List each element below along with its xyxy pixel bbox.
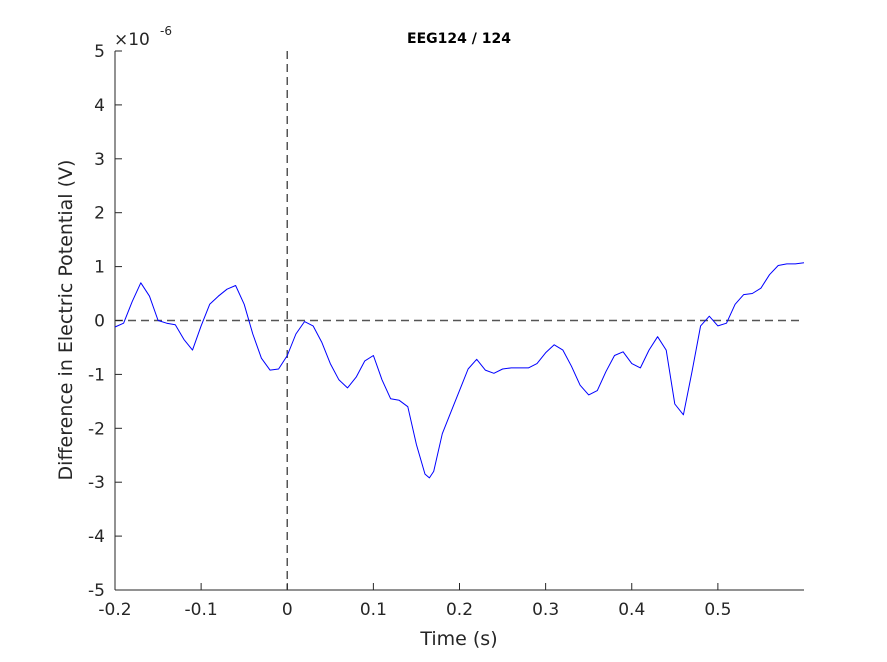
y-exponent-base: ×10 [114,30,150,50]
x-tick-label: 0.2 [446,600,473,620]
y-tick-label: 2 [94,204,105,224]
x-ticks: -0.2 -0.1 0 0.1 0.2 0.3 0.4 0.5 [98,583,731,620]
x-tick-label: -0.2 [98,600,131,620]
y-tick-label: 3 [94,150,105,170]
y-tick-label: 5 [94,42,105,62]
x-tick-label: 0 [282,600,293,620]
y-exponent-power: -6 [160,24,172,38]
x-tick-label: -0.1 [185,600,218,620]
y-tick-label: 4 [94,96,105,116]
plot-area: -0.2 -0.1 0 0.1 0.2 0.3 0.4 0.5 -5 -4 -3 -2 -1 0 1 2 3 4… [88,42,805,620]
y-tick-label: -3 [88,473,105,493]
x-tick-label: 0.3 [532,600,559,620]
y-tick-label: -1 [88,365,105,385]
x-tick-label: 0.5 [704,600,731,620]
series-line [114,262,805,479]
y-tick-label: -4 [88,527,105,547]
y-ticks: -5 -4 -3 -2 -1 0 1 2 3 4 5 [88,42,122,601]
x-tick-label: 0.1 [360,600,387,620]
y-tick-label: -5 [88,581,105,601]
x-axis-label: Time (s) [419,628,497,650]
y-tick-label: 0 [94,312,105,332]
chart-title: EEG124 / 124 [407,31,511,47]
y-tick-label: -2 [88,419,105,439]
y-axis-label: Difference in Electric Potential (V) [55,160,77,481]
x-tick-label: 0.4 [618,600,645,620]
y-tick-label: 1 [94,258,105,278]
